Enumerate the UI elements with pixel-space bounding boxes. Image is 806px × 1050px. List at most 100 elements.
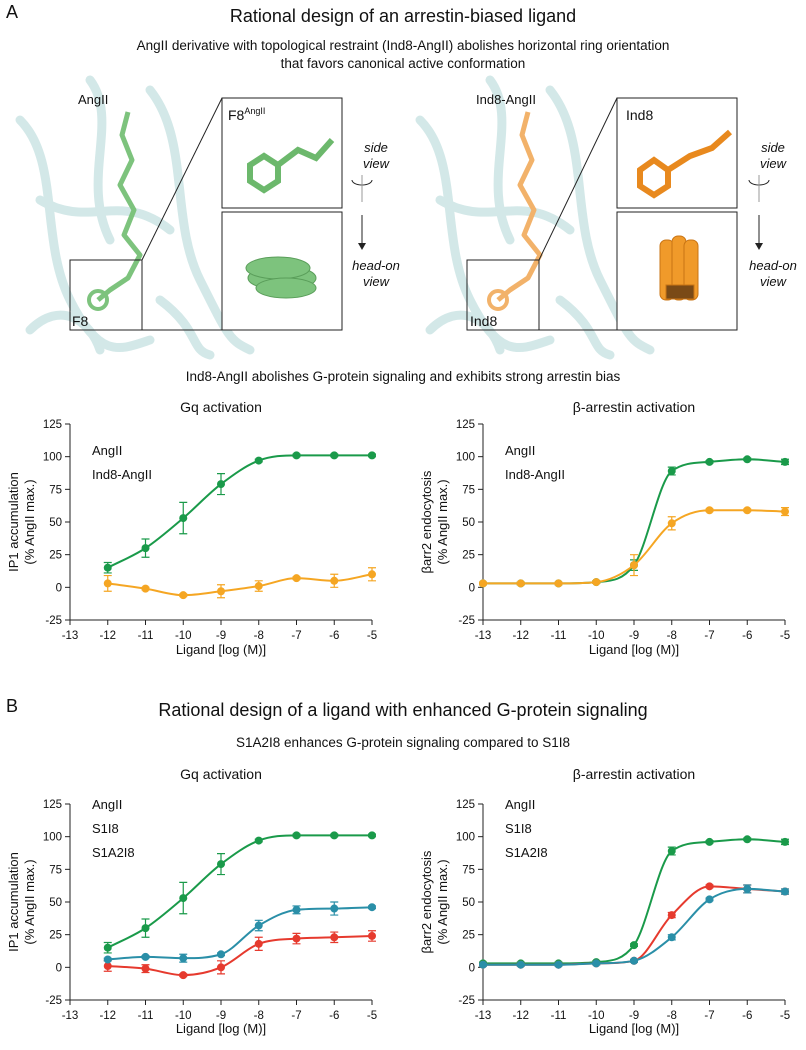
chart-title: β-arrestin activation	[573, 766, 695, 782]
data-point	[743, 835, 752, 844]
chart-title: Gq activation	[180, 399, 262, 415]
data-point	[217, 950, 225, 959]
data-point	[254, 582, 263, 591]
x-tick-label: -5	[780, 630, 790, 642]
y-axis-label: (% AngII max.)	[435, 859, 450, 944]
ligand-label: Ind8-AngII	[476, 92, 536, 107]
panel-subtitle: that favors canonical active conformatio…	[281, 56, 526, 71]
data-point	[705, 882, 714, 891]
view-label: view	[760, 156, 788, 171]
y-tick-label: 0	[469, 962, 475, 974]
x-tick-label: -6	[742, 630, 752, 642]
x-tick-label: -8	[254, 1010, 264, 1022]
data-point	[479, 960, 487, 969]
data-point	[141, 964, 150, 973]
x-tick-label: -6	[329, 1010, 339, 1022]
data-point	[781, 887, 789, 896]
y-axis-label: (% AngII max.)	[22, 859, 37, 944]
x-tick-label: -13	[62, 630, 79, 642]
data-point	[141, 584, 150, 593]
x-tick-label: -10	[175, 630, 192, 642]
x-axis-label: Ligand [log (M)]	[589, 1021, 679, 1036]
residue-label: Ind8	[470, 313, 497, 329]
data-point	[630, 956, 638, 965]
legend-entry: S1I8	[92, 821, 119, 836]
y-tick-label: 50	[462, 897, 475, 909]
x-tick-label: -10	[588, 630, 605, 642]
data-point	[516, 960, 525, 969]
data-point	[103, 962, 112, 971]
y-tick-label: -25	[45, 615, 62, 627]
y-tick-label: 125	[43, 799, 62, 811]
data-point	[743, 506, 752, 515]
legend-entry: S1I8	[505, 821, 532, 836]
inset-label: Ind8	[626, 107, 653, 123]
x-tick-label: -10	[175, 1010, 192, 1022]
data-point	[292, 451, 301, 460]
view-label: side	[364, 140, 388, 155]
legend-entry: S1A2I8	[92, 845, 135, 860]
y-axis-label: βarr2 endocytosis	[419, 850, 434, 953]
data-point	[217, 480, 225, 489]
y-axis-label: (% AngII max.)	[435, 479, 450, 564]
x-tick-label: -12	[99, 630, 116, 642]
data-point	[743, 884, 752, 893]
chart: β-arrestin activation -25 0 25 50 75 100 125 -13…	[419, 766, 790, 1036]
x-tick-label: -5	[367, 630, 377, 642]
data-point	[667, 467, 676, 476]
data-point	[292, 934, 301, 943]
x-axis-label: Ligand [log (M)]	[589, 642, 679, 657]
data-point	[630, 561, 638, 570]
y-tick-label: 50	[49, 897, 62, 909]
data-point	[705, 837, 714, 846]
x-tick-label: -7	[704, 1010, 714, 1022]
x-tick-label: -12	[512, 1010, 529, 1022]
view-label: head-on	[749, 258, 797, 273]
x-tick-label: -9	[629, 1010, 639, 1022]
data-point	[667, 519, 676, 528]
x-tick-label: -9	[216, 1010, 226, 1022]
y-axis-label: βarr2 endocytosis	[419, 470, 434, 573]
x-tick-label: -13	[475, 630, 492, 642]
y-tick-label: 75	[49, 864, 62, 876]
legend-entry: AngII	[92, 797, 122, 812]
data-point	[179, 514, 188, 523]
y-tick-label: 25	[462, 930, 475, 942]
chart-title: β-arrestin activation	[573, 399, 695, 415]
x-tick-label: -11	[551, 630, 567, 642]
x-tick-label: -9	[216, 630, 226, 642]
ligand-label: AngII	[78, 92, 108, 107]
x-axis-label: Ligand [log (M)]	[176, 642, 266, 657]
residue-label: F8	[72, 313, 89, 329]
y-tick-label: 75	[49, 484, 62, 496]
data-point	[368, 931, 376, 940]
x-tick-label: -11	[551, 1010, 567, 1022]
y-tick-label: 100	[456, 832, 475, 844]
x-tick-label: -13	[475, 1010, 492, 1022]
x-tick-label: -12	[99, 1010, 116, 1022]
data-point	[254, 456, 263, 465]
data-point	[179, 954, 188, 963]
data-point	[292, 905, 301, 914]
panel-title: Rational design of an arrestin-biased li…	[230, 6, 576, 26]
x-tick-label: -6	[329, 630, 339, 642]
x-tick-label: -9	[629, 630, 639, 642]
data-point	[292, 574, 301, 583]
y-tick-label: -25	[458, 615, 475, 627]
y-axis-label: IP1 accumulation	[6, 852, 21, 952]
data-point	[781, 837, 789, 846]
x-tick-label: -11	[138, 630, 154, 642]
data-point	[592, 959, 601, 968]
y-axis-label: (% AngII max.)	[22, 479, 37, 564]
data-point	[667, 933, 676, 942]
data-point	[330, 451, 339, 460]
panel-letter: A	[6, 2, 18, 22]
data-point	[141, 544, 150, 553]
data-point	[592, 578, 601, 587]
view-label: view	[363, 156, 391, 171]
molecule-art	[15, 75, 770, 360]
data-point	[330, 933, 339, 942]
x-tick-label: -8	[667, 1010, 677, 1022]
y-tick-label: 25	[49, 930, 62, 942]
data-point	[330, 831, 339, 840]
